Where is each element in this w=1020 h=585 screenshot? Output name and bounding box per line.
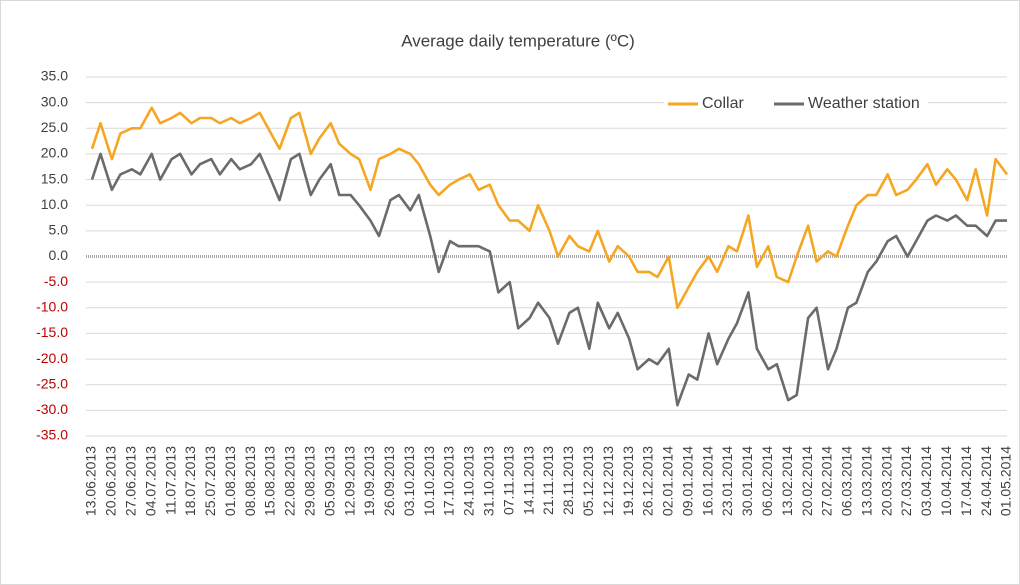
y-tick-label: -35.0 <box>36 427 68 443</box>
legend-label: Collar <box>702 95 744 112</box>
x-tick-label: 12.12.2013 <box>600 446 616 516</box>
series-line <box>90 152 1007 407</box>
x-tick-label: 13.06.2013 <box>83 446 99 516</box>
x-tick-label: 01.08.2013 <box>222 446 238 516</box>
x-tick-label: 03.10.2013 <box>401 446 417 516</box>
y-tick-label: -5.0 <box>44 273 68 289</box>
x-tick-label: 19.09.2013 <box>361 446 377 516</box>
x-tick-label: 03.04.2014 <box>918 446 934 516</box>
x-tick-label: 06.02.2014 <box>759 446 775 516</box>
x-tick-label: 06.03.2014 <box>839 446 855 516</box>
x-tick-label: 17.10.2013 <box>441 446 457 516</box>
y-tick-label: 30.0 <box>41 93 68 109</box>
x-tick-label: 12.09.2013 <box>341 446 357 516</box>
x-tick-label: 17.04.2014 <box>958 446 974 516</box>
y-tick-label: 25.0 <box>41 119 68 135</box>
x-tick-label: 09.01.2014 <box>679 446 695 516</box>
x-tick-label: 20.02.2014 <box>799 446 815 516</box>
x-tick-label: 05.09.2013 <box>321 446 337 516</box>
chart-title: Average daily temperature (ºC) <box>401 31 635 50</box>
series-line <box>90 106 1009 310</box>
x-tick-label: 24.04.2014 <box>978 446 994 516</box>
legend-label: Weather station <box>808 95 920 112</box>
y-tick-label: -20.0 <box>36 350 68 366</box>
x-tick-label: 18.07.2013 <box>182 446 198 516</box>
x-tick-label: 24.10.2013 <box>461 446 477 516</box>
x-tick-label: 31.10.2013 <box>481 446 497 516</box>
x-tick-label: 13.02.2014 <box>779 446 795 516</box>
x-tick-label: 10.10.2013 <box>421 446 437 516</box>
x-tick-label: 13.03.2014 <box>858 446 874 516</box>
x-tick-label: 20.03.2014 <box>878 446 894 516</box>
x-tick-label: 01.05.2014 <box>998 446 1014 516</box>
x-tick-label: 29.08.2013 <box>302 446 318 516</box>
x-tick-label: 15.08.2013 <box>262 446 278 516</box>
x-tick-label: 05.12.2013 <box>580 446 596 516</box>
x-tick-label: 04.07.2013 <box>142 446 158 516</box>
x-tick-label: 30.01.2014 <box>739 446 755 516</box>
y-tick-label: 20.0 <box>41 145 68 161</box>
x-tick-label: 19.12.2013 <box>620 446 636 516</box>
y-tick-label: 5.0 <box>49 222 69 238</box>
x-tick-label: 07.11.2013 <box>500 446 516 515</box>
y-tick-label: 15.0 <box>41 170 68 186</box>
x-tick-label: 20.06.2013 <box>103 446 119 516</box>
x-tick-label: 21.11.2013 <box>540 446 556 515</box>
y-tick-label: 35.0 <box>41 68 68 84</box>
x-tick-label: 27.02.2014 <box>819 446 835 516</box>
x-tick-label: 26.09.2013 <box>381 446 397 516</box>
y-tick-label: 10.0 <box>41 196 68 212</box>
x-tick-label: 25.07.2013 <box>202 446 218 516</box>
x-tick-label: 02.01.2014 <box>660 446 676 516</box>
y-tick-label: -15.0 <box>36 324 68 340</box>
y-tick-label: 0.0 <box>49 247 69 263</box>
y-tick-label: -25.0 <box>36 375 68 391</box>
y-tick-label: -30.0 <box>36 401 68 417</box>
x-tick-label: 16.01.2014 <box>699 446 715 516</box>
x-tick-label: 08.08.2013 <box>242 446 258 516</box>
x-tick-label: 14.11.2013 <box>520 446 536 515</box>
x-tick-label: 23.01.2014 <box>719 446 735 516</box>
x-tick-label: 27.03.2014 <box>898 446 914 516</box>
y-tick-label: -10.0 <box>36 298 68 314</box>
x-tick-label: 11.07.2013 <box>162 446 178 515</box>
x-tick-label: 22.08.2013 <box>282 446 298 516</box>
x-tick-label: 27.06.2013 <box>122 446 138 516</box>
x-tick-label: 26.12.2013 <box>640 446 656 516</box>
x-tick-label: 28.11.2013 <box>560 446 576 515</box>
x-tick-label: 10.04.2014 <box>938 446 954 516</box>
